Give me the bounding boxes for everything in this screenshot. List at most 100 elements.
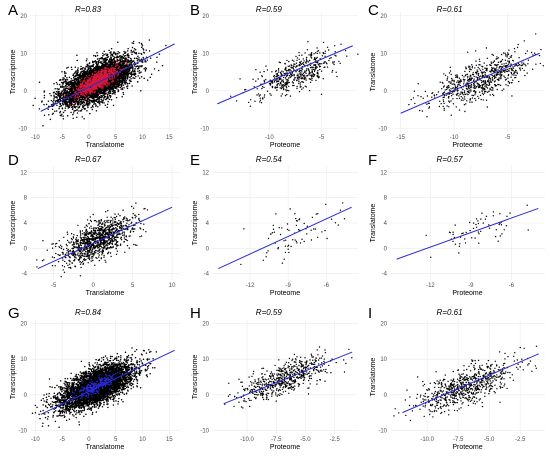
data-point: [69, 90, 71, 92]
data-point: [51, 113, 54, 115]
data-point: [110, 57, 112, 59]
data-point: [56, 83, 59, 85]
data-point: [55, 90, 58, 93]
data-point: [120, 85, 123, 87]
data-point: [130, 57, 132, 60]
data-point: [32, 104, 34, 107]
data-point: [100, 96, 102, 98]
data-point: [66, 92, 69, 94]
data-point: [136, 68, 139, 70]
data-point: [89, 112, 91, 115]
data-point: [122, 91, 124, 94]
data-point: [88, 65, 90, 67]
data-point: [60, 115, 62, 117]
data-point: [108, 91, 110, 93]
data-point: [81, 67, 83, 70]
data-point: [120, 74, 122, 76]
data-point: [131, 71, 133, 73]
data-point: [96, 65, 99, 68]
data-point: [82, 106, 85, 108]
data-point: [116, 77, 118, 79]
data-point: [86, 69, 88, 72]
data-point: [119, 86, 122, 89]
data-point: [91, 105, 94, 107]
data-point: [62, 83, 64, 85]
data-point: [119, 60, 121, 62]
data-point: [88, 73, 91, 75]
data-point: [61, 81, 64, 84]
data-point: [83, 104, 85, 106]
data-point: [65, 100, 68, 102]
data-point: [80, 75, 83, 78]
data-point: [86, 64, 89, 66]
data-point: [67, 82, 70, 84]
data-point: [100, 66, 102, 68]
data-point: [115, 81, 118, 84]
data-point: [143, 67, 145, 70]
data-point: [133, 47, 136, 50]
panel-a: -10 -5 0 5 10 15-1001020TranslatomeTranscript…: [8, 2, 180, 149]
data-point: [76, 112, 79, 114]
data-point: [82, 73, 84, 75]
data-point: [63, 102, 66, 104]
data-point: [134, 67, 136, 70]
data-point: [111, 92, 114, 95]
data-point: [43, 94, 46, 97]
data-point: [146, 79, 149, 81]
data-point: [59, 103, 61, 106]
data-point: [130, 61, 133, 64]
data-point: [70, 78, 73, 80]
data-point: [86, 100, 88, 103]
data-point: [50, 94, 52, 97]
data-point: [71, 81, 73, 84]
data-point: [64, 80, 67, 83]
data-point: [116, 82, 119, 85]
data-point: [84, 67, 87, 70]
data-point: [93, 102, 96, 104]
data-point: [43, 103, 45, 106]
data-point: [53, 94, 55, 96]
data-point: [63, 87, 65, 90]
data-point: [120, 77, 122, 79]
data-point: [132, 40, 135, 43]
data-point: [104, 95, 106, 98]
data-point: [102, 52, 104, 55]
data-point: [101, 95, 104, 97]
data-point: [47, 100, 50, 102]
data-point: [138, 70, 141, 72]
data-point: [126, 53, 129, 56]
data-point: [59, 111, 61, 114]
data-point: [103, 93, 106, 95]
data-point: [103, 53, 105, 56]
data-point: [139, 72, 141, 74]
data-point: [58, 79, 61, 81]
data-point: [95, 100, 97, 103]
data-point: [103, 102, 105, 104]
data-point: [77, 69, 79, 71]
data-point: [132, 77, 135, 79]
data-point: [78, 79, 80, 82]
data-point: [125, 71, 128, 74]
data-point: [122, 84, 125, 86]
data-point: [98, 61, 100, 63]
data-point: [96, 54, 99, 57]
data-point: [86, 72, 89, 74]
data-point: [138, 77, 141, 79]
data-point: [149, 76, 152, 79]
data-point: [135, 75, 137, 78]
data-point: [90, 70, 93, 72]
data-point: [133, 57, 136, 60]
data-point: [71, 98, 74, 100]
data-point: [79, 104, 82, 106]
data-point: [113, 85, 115, 88]
data-point: [121, 82, 123, 84]
data-point: [60, 86, 62, 89]
data-point: [138, 59, 141, 61]
data-point: [55, 110, 58, 112]
data-point: [74, 85, 76, 88]
data-point: [89, 103, 91, 105]
data-point: [89, 99, 92, 102]
data-point: [62, 103, 65, 106]
data-point: [124, 81, 127, 84]
data-point: [156, 56, 158, 59]
